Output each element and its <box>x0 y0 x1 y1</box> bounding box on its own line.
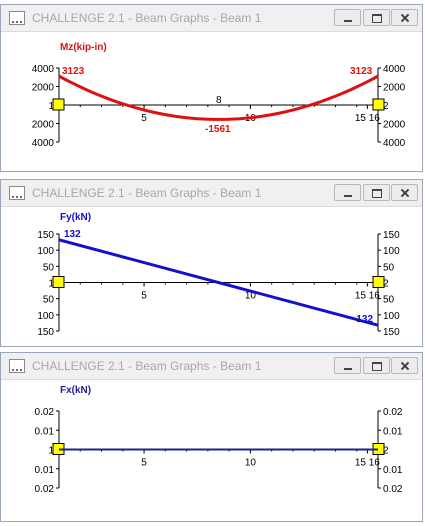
maximize-button[interactable] <box>363 357 390 374</box>
graph-area-mz: Mz(kip-in) 4000 2000 1 2000 4000 4000 2000 2 200… <box>9 32 414 163</box>
right-value-label: 3123 <box>350 66 373 77</box>
title-bar[interactable]: CHALLENGE 2.1 - Beam Graphs - Beam 1 <box>1 180 422 207</box>
graph-label: Mz(kip-in) <box>60 42 107 53</box>
beam-graph-window-fy: CHALLENGE 2.1 - Beam Graphs - Beam 1 Fy(… <box>0 179 423 347</box>
y-tick-label-right: 100 <box>383 246 400 257</box>
graph-area-fy: Fy(kN) 150 100 50 1 50 100 150 150 100 50 2 50 100 15… <box>9 207 414 338</box>
app-icon[interactable] <box>9 11 25 25</box>
left-value-label: 132 <box>64 229 81 240</box>
close-button[interactable] <box>391 357 418 374</box>
y-tick-label-left: 0.01 <box>35 426 55 437</box>
y-tick-label-left: 0.02 <box>35 484 55 495</box>
y-tick-label-right: 150 <box>383 230 400 241</box>
y-tick-label-left: 50 <box>43 295 55 306</box>
node-2-marker[interactable] <box>372 276 385 288</box>
minimize-button[interactable] <box>334 357 361 374</box>
close-button[interactable] <box>391 184 418 201</box>
graph-area-fx: Fx(kN) 0.02 0.01 1 0.01 0.02 0.02 0.01 2 0.01 0.0… <box>9 380 414 513</box>
y-tick-label-right: 0.01 <box>383 465 403 476</box>
x-tick-label: 10 <box>245 458 257 469</box>
y-tick-label-left: 100 <box>37 311 54 322</box>
x-tick-label: 15 16 <box>355 458 380 469</box>
y-tick-label-left: 150 <box>37 327 54 338</box>
node-2-marker[interactable] <box>372 98 385 111</box>
close-button[interactable] <box>391 9 418 26</box>
y-tick-label-left: 0.01 <box>35 465 55 476</box>
y-tick-label-left: 100 <box>37 246 54 257</box>
title-bar[interactable]: CHALLENGE 2.1 - Beam Graphs - Beam 1 <box>1 5 422 32</box>
minimize-button[interactable] <box>334 9 361 26</box>
x-tick-label: 15 16 <box>355 113 380 124</box>
x-tick-label: 5 <box>141 291 147 302</box>
app-icon[interactable] <box>9 359 25 373</box>
y-tick-label-left: 4000 <box>32 64 55 75</box>
y-tick-label-right: 100 <box>383 311 400 322</box>
y-tick-label-left: 2000 <box>32 120 55 131</box>
window-title: CHALLENGE 2.1 - Beam Graphs - Beam 1 <box>32 359 262 373</box>
title-bar[interactable]: CHALLENGE 2.1 - Beam Graphs - Beam 1 <box>1 353 422 380</box>
y-tick-label-left: 0.02 <box>35 407 55 418</box>
beam-graph-window-fx: CHALLENGE 2.1 - Beam Graphs - Beam 1 Fx(… <box>0 352 423 522</box>
graph-label: Fy(kN) <box>60 212 91 223</box>
x-tick-label: 15 16 <box>355 291 380 302</box>
y-tick-label-right: 0.02 <box>383 484 403 495</box>
y-tick-label-right: 2 <box>383 101 389 112</box>
window-title: CHALLENGE 2.1 - Beam Graphs - Beam 1 <box>32 186 262 200</box>
window-title: CHALLENGE 2.1 - Beam Graphs - Beam 1 <box>32 11 262 25</box>
y-tick-label-left: 4000 <box>32 138 55 149</box>
y-tick-label-right: 0.01 <box>383 426 403 437</box>
x-tick-label: 5 <box>141 113 147 124</box>
y-tick-label-right: 50 <box>383 295 395 306</box>
left-value-label: 3123 <box>62 66 85 77</box>
app-icon[interactable] <box>9 186 25 200</box>
y-tick-label-right: 2000 <box>383 120 406 131</box>
maximize-button[interactable] <box>363 184 390 201</box>
y-tick-label-left: 50 <box>43 262 55 273</box>
fy-curve <box>58 238 379 327</box>
x-tick-label: 10 <box>245 291 257 302</box>
y-tick-label-right: 0.02 <box>383 407 403 418</box>
minimize-button[interactable] <box>334 184 361 201</box>
graph-label: Fx(kN) <box>60 385 91 396</box>
mz-chart: Mz(kip-in) 4000 2000 1 2000 4000 4000 2000 2 200… <box>32 42 406 149</box>
beam-graph-window-mz: CHALLENGE 2.1 - Beam Graphs - Beam 1 Mz(… <box>0 4 423 172</box>
y-tick-label-left: 2000 <box>32 83 55 94</box>
y-tick-label-left: 1 <box>48 101 54 112</box>
y-tick-label-left: 1 <box>48 446 54 457</box>
y-tick-label-left: 1 <box>48 279 54 290</box>
y-tick-label-right: 2 <box>383 446 389 457</box>
y-tick-label-right: 50 <box>383 262 395 273</box>
min-position-label: 8 <box>216 95 222 106</box>
y-tick-label-right: 2 <box>383 279 389 290</box>
mz-curve <box>58 74 379 121</box>
fy-chart: Fy(kN) 150100501501001501501005025010015… <box>37 212 400 338</box>
y-tick-label-left: 150 <box>37 230 54 241</box>
node-1-marker[interactable] <box>52 98 65 111</box>
fx-chart: Fx(kN) 0.02 0.01 1 0.01 0.02 0.02 0.01 2 0.01 0.0… <box>35 385 403 495</box>
y-tick-label-right: 4000 <box>383 64 406 75</box>
y-tick-label-right: 4000 <box>383 138 406 149</box>
x-tick-label: 5 <box>141 458 147 469</box>
y-tick-label-right: 2000 <box>383 83 406 94</box>
maximize-button[interactable] <box>363 9 390 26</box>
right-value-label: -132 <box>353 314 373 325</box>
y-tick-label-right: 150 <box>383 327 400 338</box>
node-1-marker[interactable] <box>52 276 65 288</box>
min-value-label: -1561 <box>205 124 231 135</box>
